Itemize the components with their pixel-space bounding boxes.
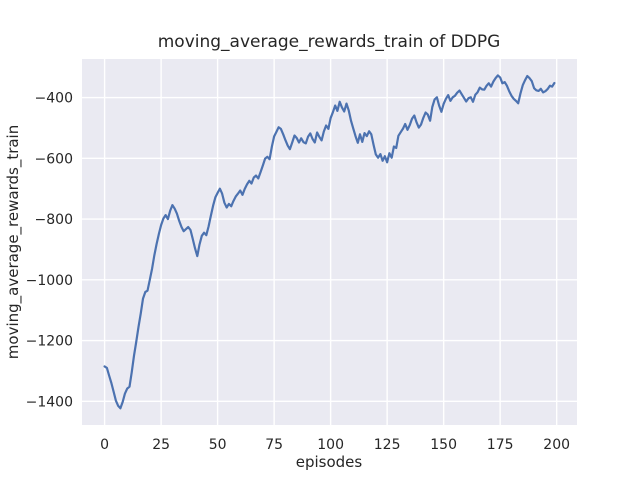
- x-axis-label: episodes: [296, 453, 363, 471]
- y-tick-label: −600: [35, 151, 73, 167]
- gridlines: [82, 59, 577, 425]
- x-tick-label: 125: [374, 437, 401, 453]
- series-line: [103, 74, 556, 410]
- y-tick-label: −1400: [26, 394, 73, 410]
- x-tick-label: 25: [152, 437, 170, 453]
- x-tick-label: 175: [487, 437, 514, 453]
- y-axis-tick-labels: −400 −600 −800 −1000 −1200 −1400: [26, 91, 73, 411]
- x-tick-label: 75: [265, 437, 283, 453]
- x-tick-label: 0: [100, 437, 109, 453]
- y-tick-label: −1200: [26, 334, 73, 350]
- x-tick-label: 200: [543, 437, 570, 453]
- y-axis-label: moving_average_rewards_train: [4, 125, 23, 359]
- y-tick-label: −400: [35, 91, 73, 107]
- y-tick-label: −800: [35, 212, 73, 228]
- x-tick-label: 150: [430, 437, 457, 453]
- y-tick-label: −1000: [26, 273, 73, 289]
- chart-title: moving_average_rewards_train of DDPG: [158, 32, 501, 52]
- x-tick-label: 50: [209, 437, 227, 453]
- x-axis-tick-labels: 0 25 50 75 100 125 150 175 200: [100, 437, 570, 453]
- x-tick-label: 100: [317, 437, 344, 453]
